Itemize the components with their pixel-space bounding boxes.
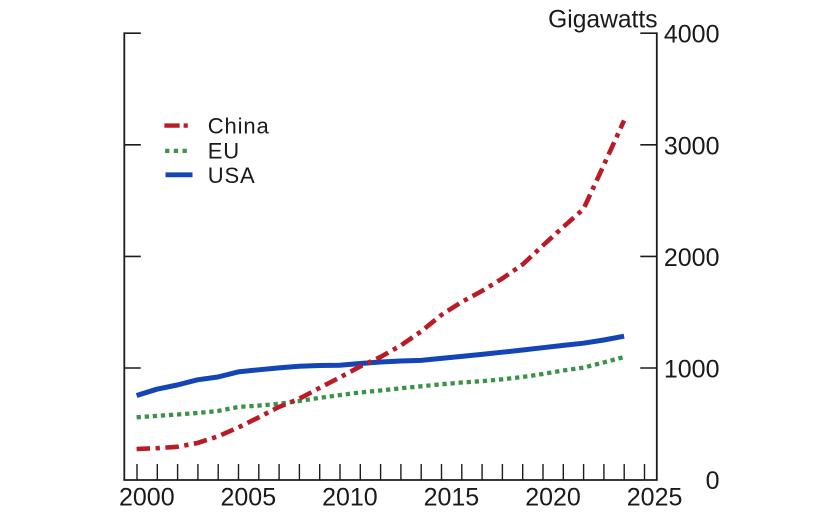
svg-text:Gigawatts: Gigawatts [548, 6, 657, 33]
svg-text:2000: 2000 [664, 244, 720, 272]
svg-text:2000: 2000 [119, 484, 175, 512]
svg-text:2015: 2015 [424, 484, 480, 512]
svg-text:0: 0 [706, 467, 720, 495]
svg-text:EU: EU [208, 139, 240, 164]
svg-text:2020: 2020 [525, 484, 581, 512]
svg-text:3000: 3000 [664, 132, 720, 160]
svg-text:4000: 4000 [664, 21, 720, 49]
svg-text:2005: 2005 [220, 484, 276, 512]
svg-text:USA: USA [208, 163, 256, 188]
svg-text:2010: 2010 [322, 484, 378, 512]
svg-text:1000: 1000 [664, 356, 720, 384]
svg-text:2025: 2025 [627, 484, 683, 512]
svg-text:China: China [208, 113, 270, 138]
